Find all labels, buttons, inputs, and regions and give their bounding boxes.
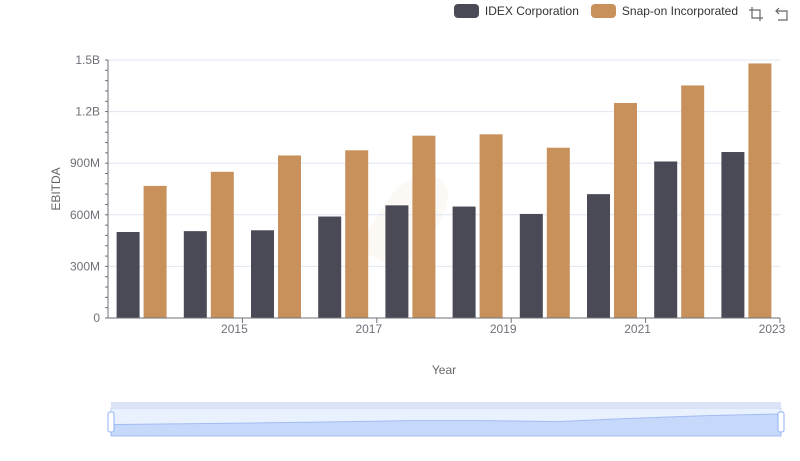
x-tick-label: 2015 — [221, 322, 248, 336]
y-tick-label: 0 — [93, 311, 100, 325]
slider-handle-left[interactable] — [107, 411, 115, 433]
x-tick-label: 2023 — [759, 322, 786, 336]
bar-idex-2020[interactable] — [519, 213, 543, 318]
x-axis-title: Year — [432, 363, 456, 377]
bar-idex-2015[interactable] — [183, 231, 207, 318]
bar-idex-2019[interactable] — [452, 206, 476, 318]
toolbox — [748, 6, 790, 22]
bars — [116, 63, 772, 319]
legend-item-idex[interactable]: IDEX Corporation — [453, 4, 579, 18]
legend-swatch-idex — [453, 4, 479, 18]
bar-idex-2014[interactable] — [116, 232, 140, 318]
bar-idex-2016[interactable] — [251, 230, 274, 318]
x-tick-label: 2017 — [355, 322, 382, 336]
legend-label-snapon: Snap-on Incorporated — [621, 4, 738, 18]
y-tick-label: 900M — [70, 156, 100, 170]
bar-snapon-2016[interactable] — [278, 155, 301, 318]
y-tick-label: 1.2B — [75, 105, 100, 119]
bar-snapon-2015[interactable] — [210, 171, 234, 318]
zoom-icon[interactable] — [748, 6, 764, 22]
x-tick-label: 2019 — [490, 322, 517, 336]
bar-snapon-2014[interactable] — [143, 185, 167, 318]
bar-snapon-2017[interactable] — [345, 150, 369, 318]
slider-handle-right[interactable] — [777, 411, 785, 433]
slider-top-bar[interactable] — [111, 402, 781, 408]
legend-item-snapon[interactable]: Snap-on Incorporated — [590, 4, 738, 18]
slider-selection[interactable] — [111, 408, 781, 436]
legend-label-idex: IDEX Corporation — [484, 4, 579, 18]
axes: 0 300M 600M 900M 1.2B 1.5B 2015 2017 2019 2021 202… — [70, 53, 786, 336]
restore-icon[interactable] — [774, 6, 790, 22]
y-tick-label: 300M — [70, 259, 100, 273]
bar-idex-2022[interactable] — [654, 161, 678, 318]
bar-idex-2021[interactable] — [587, 194, 610, 318]
bar-snapon-2018[interactable] — [412, 135, 436, 318]
legend: IDEX Corporation Snap-on Incorporated — [453, 4, 738, 18]
bar-idex-2017[interactable] — [318, 216, 342, 318]
y-tick-label: 1.5B — [75, 53, 100, 67]
x-tick-label: 2021 — [624, 322, 651, 336]
y-tick-label: 600M — [70, 208, 100, 222]
bar-snapon-2023[interactable] — [748, 63, 772, 318]
bar-snapon-2021[interactable] — [614, 103, 637, 318]
bar-idex-2018[interactable] — [385, 205, 409, 318]
bar-snapon-2020[interactable] — [546, 147, 570, 318]
legend-swatch-snapon — [590, 4, 616, 18]
data-zoom-slider[interactable] — [107, 402, 785, 437]
y-axis-title: EBITDA — [49, 167, 63, 210]
bar-snapon-2019[interactable] — [479, 134, 503, 318]
bar-idex-2023[interactable] — [721, 152, 745, 318]
bar-snapon-2022[interactable] — [681, 85, 705, 319]
